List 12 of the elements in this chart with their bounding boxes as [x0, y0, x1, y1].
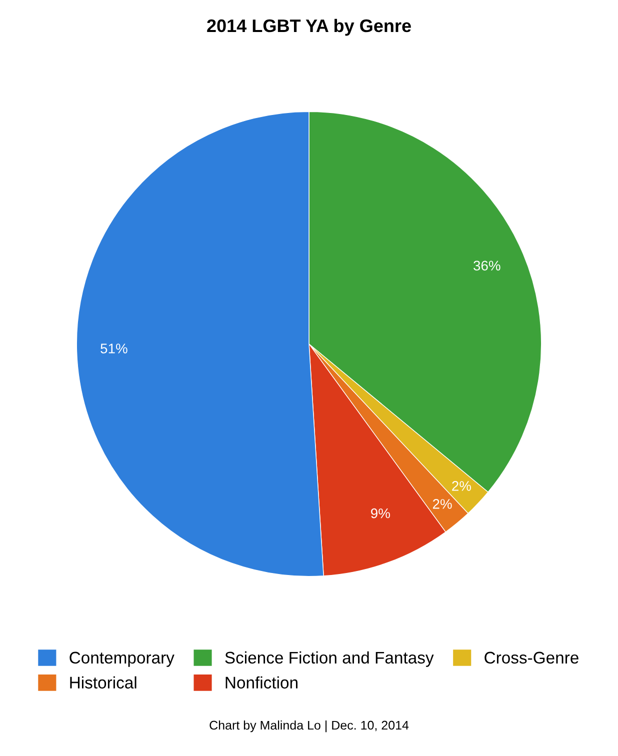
- data-label: 51%: [100, 344, 128, 354]
- legend-label: Cross-Genre: [484, 652, 578, 664]
- legend-label: Science Fiction and Fantasy: [225, 651, 434, 667]
- data-label: 9%: [371, 508, 390, 518]
- legend-label: Contemporary: [70, 652, 174, 667]
- chart-title: 2014 LGBT YA by Genre: [207, 18, 411, 36]
- data-label: 36%: [474, 260, 500, 271]
- legend-label: Historical: [70, 676, 136, 689]
- data-label: 2%: [432, 499, 452, 509]
- legend-label: Nonfiction: [226, 676, 298, 689]
- data-label: 2%: [452, 481, 471, 491]
- text: Chart by Malinda Lo | Dec. 10, 2014: [210, 720, 409, 732]
